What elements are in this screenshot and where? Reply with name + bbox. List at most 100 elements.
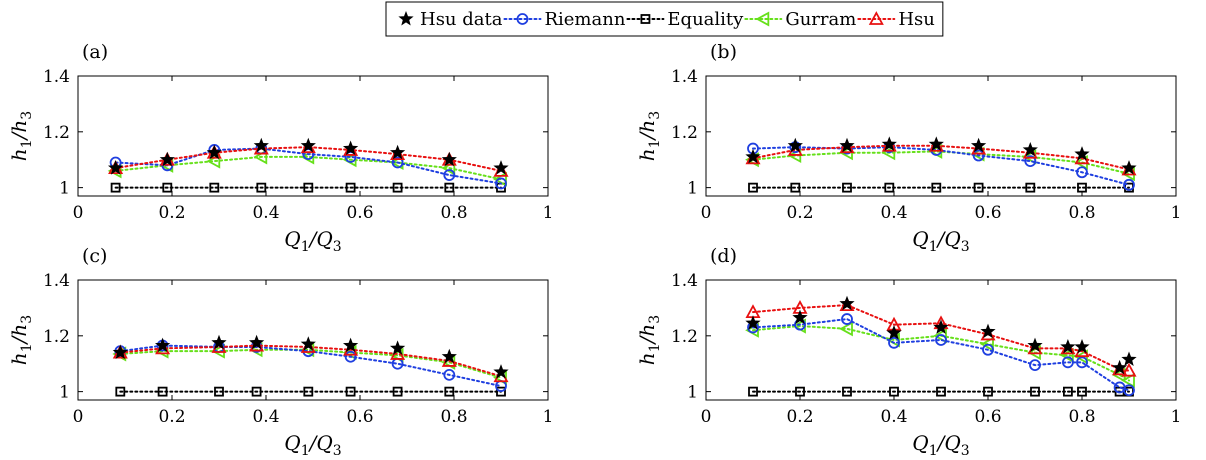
- x-tick-label: 1: [1171, 407, 1182, 427]
- point-riemann: [344, 350, 357, 363]
- point-gurram: [1121, 372, 1135, 388]
- axes-frame: [77, 279, 549, 401]
- point-hsu-data: [980, 323, 996, 339]
- point-hsu-data: [389, 144, 406, 160]
- point-equality: [303, 386, 314, 397]
- series-equality: [110, 182, 506, 193]
- y-tick-label: 1.4: [671, 67, 698, 87]
- x-tick-label: 0: [73, 203, 84, 223]
- point-hsu-data: [1121, 351, 1137, 367]
- point-hsu-data: [342, 140, 359, 156]
- panel-d: 0 0.2 0.4 0.6 0.8 1 1 1.2 1.4 Q1/Q3 h1/h3 (d): [635, 245, 1181, 459]
- point-equality: [444, 182, 455, 193]
- point-hsu-data: [886, 325, 902, 340]
- y-tick-label: 1.4: [671, 271, 698, 291]
- legend-marker: [640, 14, 651, 24]
- point-hsu-data: [253, 137, 269, 153]
- point-equality: [1063, 386, 1073, 397]
- y-axis-label: h1/h3: [635, 315, 663, 365]
- point-equality: [1077, 386, 1087, 397]
- x-tick-label: 1: [543, 203, 554, 223]
- point-hsu-data: [1074, 338, 1090, 354]
- point-equality: [973, 182, 984, 193]
- point-equality: [931, 182, 942, 193]
- point-hsu-data: [745, 315, 761, 330]
- x-tick-label: 0.2: [786, 407, 813, 427]
- point-equality: [444, 386, 455, 397]
- point-riemann: [1076, 166, 1088, 179]
- point-equality: [110, 182, 121, 193]
- point-hsu-data: [745, 148, 761, 164]
- point-equality: [345, 182, 356, 193]
- point-riemann: [1076, 356, 1088, 369]
- x-tick-label: 0: [73, 407, 84, 427]
- point-equality: [748, 386, 758, 397]
- point-equality: [256, 182, 267, 193]
- point-hsu-data: [441, 151, 457, 167]
- point-equality: [842, 182, 852, 193]
- panel-label: (d): [710, 245, 737, 267]
- point-riemann: [443, 169, 456, 181]
- point-equality: [162, 182, 173, 193]
- point-equality: [496, 386, 506, 397]
- axes-frame: [77, 75, 549, 197]
- point-riemann: [443, 368, 456, 381]
- point-hsu-data: [1060, 338, 1076, 354]
- point-hsu: [1121, 362, 1137, 377]
- point-equality: [790, 182, 801, 193]
- legend-marker: [398, 11, 414, 26]
- point-hsu-data: [928, 136, 944, 151]
- x-tick-label: 1: [1171, 203, 1182, 223]
- point-equality: [209, 182, 220, 193]
- x-tick-label: 0.4: [880, 203, 907, 223]
- point-gurram: [933, 328, 947, 344]
- point-gurram: [1060, 347, 1074, 363]
- legend-marker: [868, 11, 884, 25]
- point-gurram: [881, 145, 896, 161]
- legend-marker: [516, 13, 529, 25]
- legend-label: Hsu data: [420, 9, 503, 30]
- legend-item-gurram: Gurram: [744, 9, 856, 30]
- point-equality: [115, 386, 126, 397]
- y-tick-label: 1.2: [671, 123, 698, 143]
- point-equality: [1030, 386, 1040, 397]
- y-tick-label: 1: [687, 179, 698, 199]
- point-equality: [392, 386, 403, 397]
- point-riemann: [972, 149, 985, 162]
- x-tick-label: 0.8: [1068, 407, 1095, 427]
- y-tick-label: 1.4: [43, 271, 70, 291]
- y-tick-label: 1.2: [43, 327, 70, 347]
- y-tick-label: 1.2: [671, 327, 698, 347]
- x-tick-label: 0: [701, 203, 712, 223]
- series-hsu-data: [745, 295, 1137, 375]
- point-hsu-data: [839, 295, 855, 311]
- x-tick-label: 0.8: [1068, 203, 1095, 223]
- x-axis-label: Q1/Q3: [912, 431, 969, 459]
- panel-label: (b): [710, 41, 737, 63]
- point-riemann: [391, 156, 404, 169]
- point-gurram: [980, 336, 994, 352]
- point-hsu-data: [300, 336, 316, 351]
- series-line-riemann: [119, 344, 502, 388]
- y-axis-label: h1/h3: [7, 111, 35, 161]
- series-equality: [748, 182, 1134, 193]
- x-tick-label: 0.6: [974, 203, 1001, 223]
- x-tick-label: 0.6: [346, 203, 373, 223]
- axes-frame: [705, 75, 1177, 197]
- point-equality: [392, 182, 403, 193]
- x-tick-label: 0.6: [974, 407, 1001, 427]
- series-equality: [748, 386, 1134, 397]
- series-equality: [115, 386, 506, 397]
- y-tick-label: 1.4: [43, 67, 70, 87]
- legend-label: Gurram: [785, 9, 856, 30]
- legend: Hsu data Riemann Equality Gurram Hsu: [385, 1, 944, 37]
- series-hsu-data: [112, 334, 509, 379]
- point-equality: [936, 386, 946, 397]
- point-hsu-data: [1111, 359, 1128, 375]
- point-hsu-data: [1121, 160, 1137, 175]
- x-tick-label: 0.2: [158, 407, 185, 427]
- point-hsu-data: [493, 160, 509, 175]
- y-axis-label: h1/h3: [635, 111, 663, 161]
- x-tick-label: 0.4: [880, 407, 907, 427]
